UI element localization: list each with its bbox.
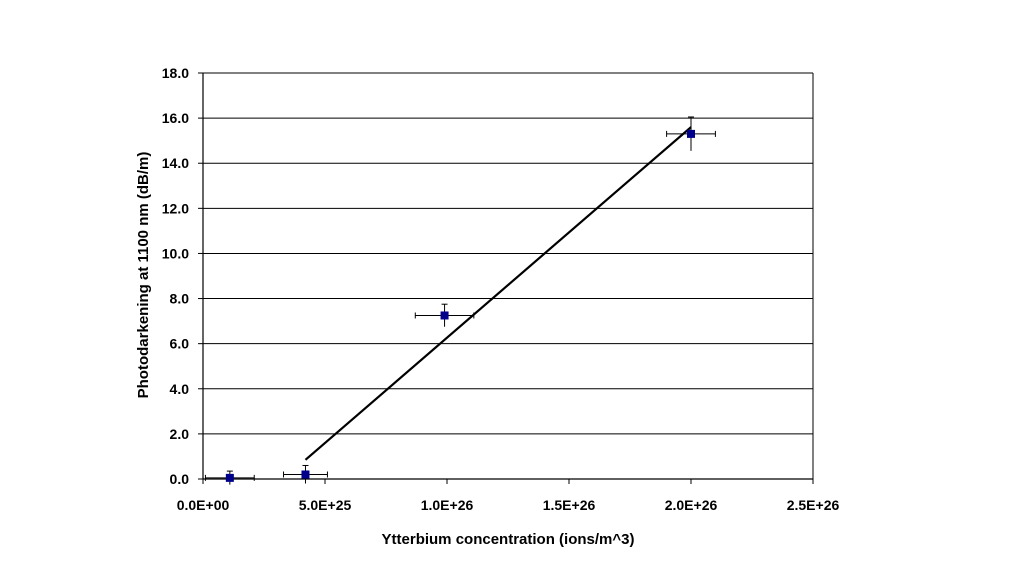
x-axis-title: Ytterbium concentration (ions/m^3) [382,531,635,548]
y-tick-label: 2.0 [170,426,190,442]
y-tick-labels: 0.0 2.0 4.0 6.0 8.0 10.0 12.0 14.0 16.0 18.0 [162,65,189,487]
data-point [440,311,449,320]
y-tick-label: 16.0 [162,110,189,126]
y-tick-label: 4.0 [170,381,190,397]
x-tick-label: 1.0E+26 [421,497,474,513]
gridlines [203,72,813,435]
y-axis-title: Photodarkening at 1100 nm (dB/m) [135,152,152,399]
x-tick-label: 1.5E+26 [543,497,596,513]
y-tick-label: 18.0 [162,65,189,81]
data-points [204,116,716,485]
y-tick-label: 10.0 [162,245,189,261]
x-tick-label: 0.0E+00 [177,497,230,513]
x-tick-labels: 0.0E+00 5.0E+25 1.0E+26 1.5E+26 2.0E+26 2.5E+… [177,497,840,513]
x-tick-label: 2.0E+26 [665,497,718,513]
axes [198,72,814,484]
data-point-group [283,464,328,484]
y-tick-label: 6.0 [170,336,190,352]
data-point-group [204,470,255,485]
y-tick-label: 0.0 [170,471,190,487]
data-point [225,473,234,482]
y-tick-label: 12.0 [162,200,189,216]
x-tick-label: 2.5E+26 [787,497,840,513]
data-point-group [666,116,716,151]
y-tick-label: 8.0 [170,291,190,307]
x-tick-label: 5.0E+25 [299,497,352,513]
data-point [687,129,695,138]
y-tick-label: 14.0 [162,155,189,171]
trendline [304,126,692,461]
data-point-group [414,303,475,327]
trendline-group [304,126,692,461]
data-point [301,470,310,479]
